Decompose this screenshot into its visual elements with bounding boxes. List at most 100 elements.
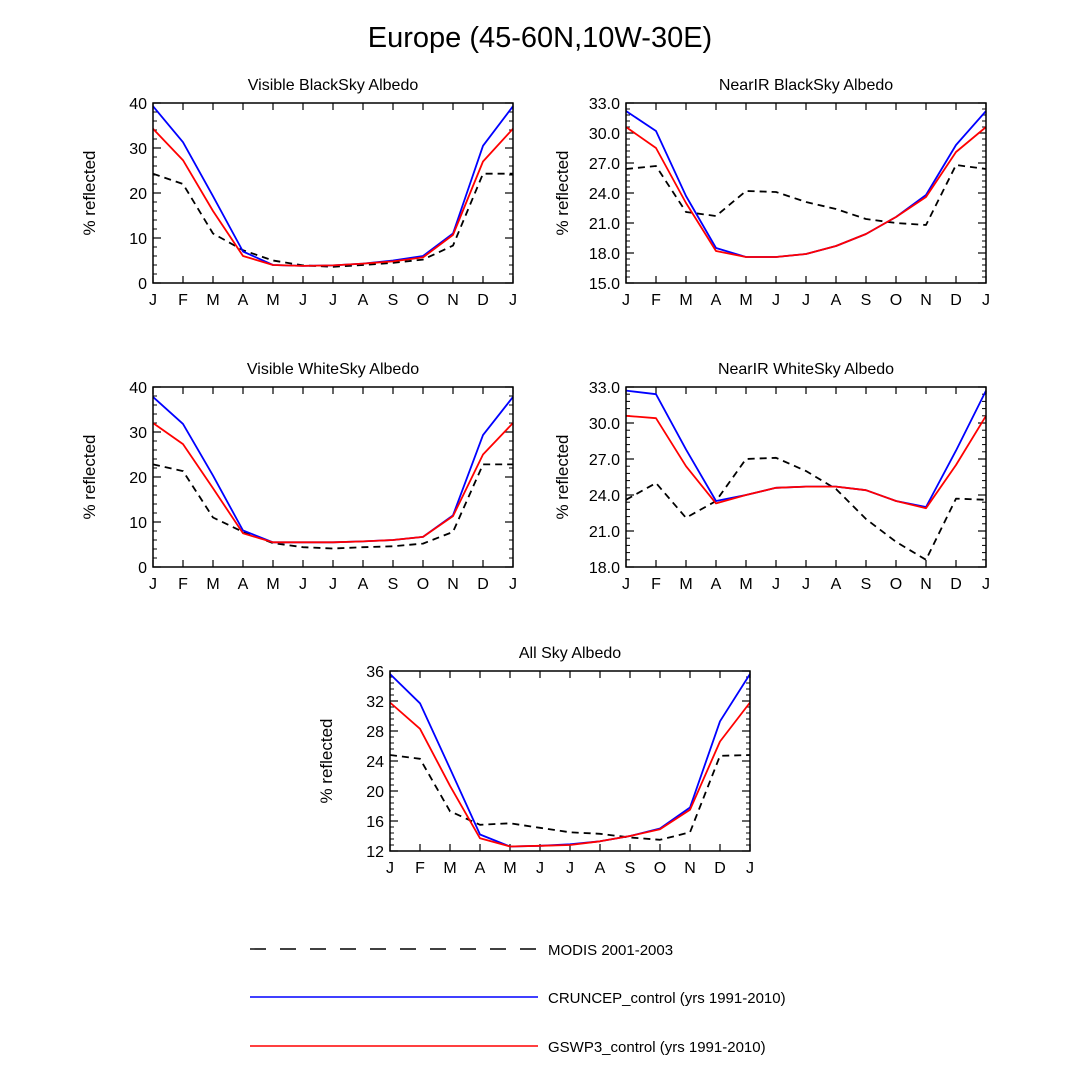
y-tick-label: 32	[366, 694, 384, 711]
y-tick-label: 30.0	[589, 126, 620, 143]
x-tick-label: J	[536, 860, 544, 877]
x-tick-label: M	[739, 576, 752, 593]
x-tick-label: F	[178, 576, 188, 593]
x-tick-label: J	[299, 576, 307, 593]
x-tick-label: J	[149, 292, 157, 309]
series-line	[152, 422, 514, 544]
y-tick-label: 27.0	[589, 452, 620, 469]
x-tick-label: M	[206, 576, 219, 593]
x-tick-label: J	[622, 576, 630, 593]
plot-frame	[389, 670, 751, 852]
x-tick-label: O	[890, 292, 902, 309]
x-tick-label: M	[266, 292, 279, 309]
x-tick-label: A	[831, 576, 842, 593]
x-tick-label: J	[509, 292, 517, 309]
series-line	[152, 105, 514, 267]
series-line	[625, 126, 987, 258]
y-tick-label: 10	[129, 231, 147, 248]
x-tick-label: O	[654, 860, 666, 877]
x-tick-label: O	[890, 576, 902, 593]
y-tick-label: 27.0	[589, 156, 620, 173]
legend-label: GSWP3_control (yrs 1991-2010)	[548, 1039, 766, 1056]
plot-frame	[625, 386, 987, 568]
y-tick-label: 20	[366, 784, 384, 801]
legend: MODIS 2001-2003 CRUNCEP_control (yrs 1991…	[250, 942, 786, 1056]
x-tick-label: O	[417, 292, 429, 309]
x-tick-label: A	[238, 576, 249, 593]
x-tick-label: J	[982, 292, 990, 309]
y-axis-label: % reflected	[80, 150, 99, 235]
x-tick-label: J	[329, 576, 337, 593]
x-tick-label: A	[831, 292, 842, 309]
x-tick-label: S	[388, 576, 399, 593]
y-tick-label: 21.0	[589, 524, 620, 541]
legend-item: CRUNCEP_control (yrs 1991-2010)	[250, 990, 786, 1007]
x-tick-label: O	[417, 576, 429, 593]
x-tick-label: N	[447, 292, 459, 309]
x-tick-label: A	[595, 860, 606, 877]
y-axis-label: % reflected	[317, 718, 336, 803]
plot-frame	[152, 386, 514, 568]
x-tick-label: D	[477, 576, 489, 593]
y-tick-label: 21.0	[589, 216, 620, 233]
x-tick-label: S	[861, 576, 872, 593]
x-tick-label: N	[447, 576, 459, 593]
series-line	[389, 673, 751, 848]
x-tick-label: J	[802, 292, 810, 309]
x-tick-label: J	[566, 860, 574, 877]
x-tick-label: S	[388, 292, 399, 309]
series-line	[625, 456, 987, 561]
x-tick-label: D	[714, 860, 726, 877]
page-title: Europe (45-60N,10W-30E)	[367, 22, 713, 54]
y-tick-label: 40	[129, 380, 147, 397]
x-tick-label: J	[386, 860, 394, 877]
y-tick-label: 33.0	[589, 380, 620, 397]
x-tick-label: M	[503, 860, 516, 877]
x-tick-label: J	[149, 576, 157, 593]
y-tick-label: 30.0	[589, 416, 620, 433]
y-tick-label: 36	[366, 664, 384, 681]
x-tick-label: D	[950, 576, 962, 593]
x-tick-label: N	[920, 292, 932, 309]
x-tick-label: D	[477, 292, 489, 309]
x-tick-label: N	[920, 576, 932, 593]
series-line	[625, 110, 987, 258]
x-tick-label: D	[950, 292, 962, 309]
legend-label: CRUNCEP_control (yrs 1991-2010)	[548, 990, 786, 1007]
y-tick-label: 18.0	[589, 560, 620, 577]
x-tick-label: J	[329, 292, 337, 309]
x-tick-label: J	[299, 292, 307, 309]
x-tick-label: A	[711, 576, 722, 593]
x-tick-label: F	[651, 292, 661, 309]
y-tick-label: 24.0	[589, 186, 620, 203]
plot-frame	[152, 102, 514, 284]
x-tick-label: A	[475, 860, 486, 877]
x-tick-label: J	[982, 576, 990, 593]
x-tick-label: M	[679, 576, 692, 593]
series-line	[152, 128, 514, 267]
series-line	[625, 164, 987, 226]
x-tick-label: S	[861, 292, 872, 309]
panel-title: NearIR BlackSky Albedo	[719, 77, 893, 94]
y-tick-label: 20	[129, 186, 147, 203]
legend-item: GSWP3_control (yrs 1991-2010)	[250, 1039, 766, 1056]
series-line	[389, 701, 751, 848]
x-tick-label: J	[746, 860, 754, 877]
series-line	[389, 754, 751, 841]
y-tick-label: 24.0	[589, 488, 620, 505]
x-tick-label: J	[772, 576, 780, 593]
series-line	[625, 389, 987, 508]
panel-title: All Sky Albedo	[519, 645, 621, 662]
y-tick-label: 15.0	[589, 276, 620, 293]
y-tick-label: 28	[366, 724, 384, 741]
y-tick-label: 0	[138, 560, 147, 577]
x-tick-label: J	[772, 292, 780, 309]
y-tick-label: 20	[129, 470, 147, 487]
x-tick-label: N	[684, 860, 696, 877]
legend-label: MODIS 2001-2003	[548, 942, 673, 959]
